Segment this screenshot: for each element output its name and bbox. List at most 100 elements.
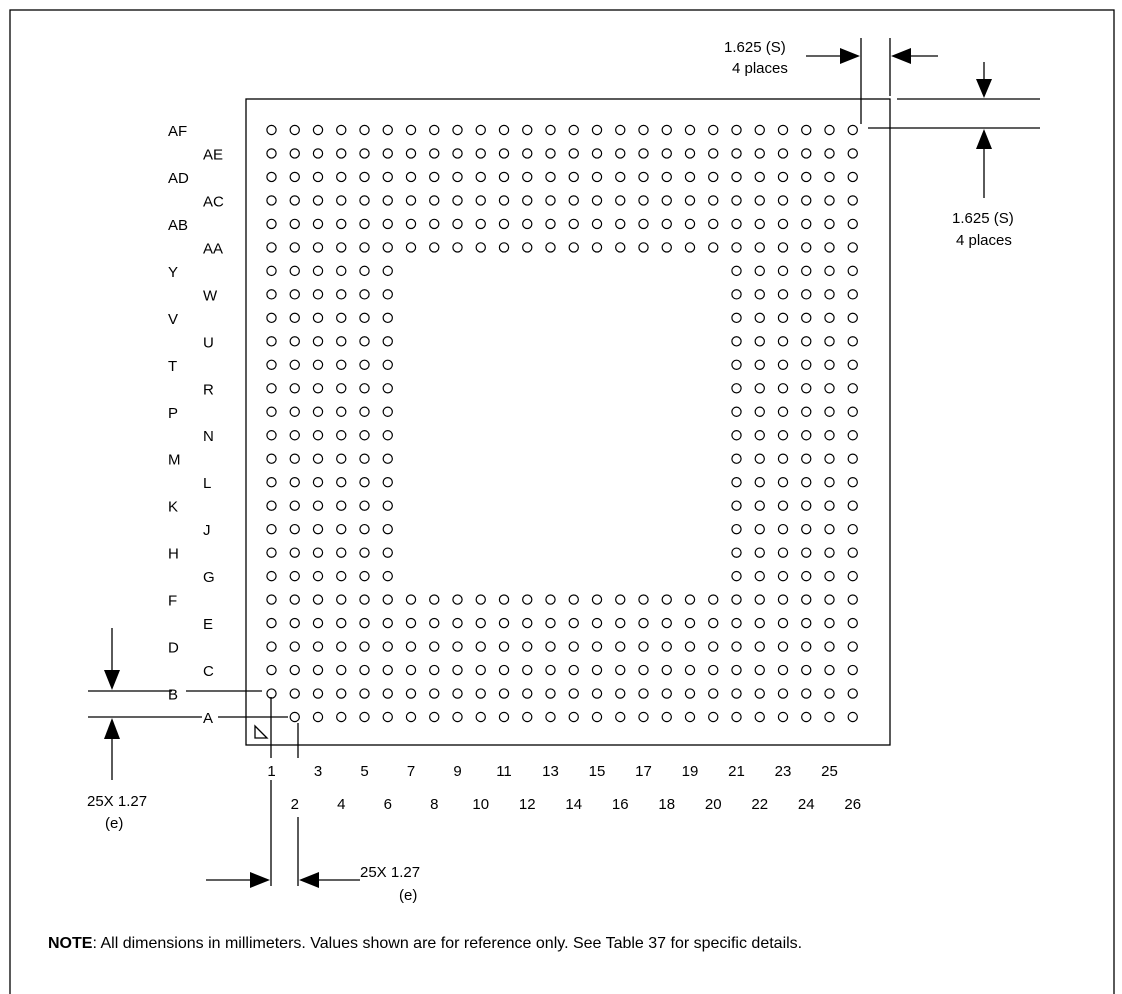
row-label-Y: Y — [168, 264, 178, 281]
ball-L2 — [289, 477, 300, 488]
ball-AA2 — [289, 242, 300, 253]
ball-AC19 — [684, 195, 696, 206]
column-label-14: 14 — [565, 796, 582, 813]
ball-A15 — [591, 711, 603, 723]
ball-W21 — [731, 289, 742, 300]
ball-AE3 — [312, 148, 324, 159]
row-label-D: D — [168, 640, 179, 657]
ball-E6 — [382, 617, 393, 629]
ball-L6 — [382, 477, 393, 488]
ball-T6 — [382, 359, 393, 370]
ball-AC1 — [266, 195, 277, 206]
ball-AB13 — [545, 218, 556, 230]
ball-Y5 — [359, 265, 370, 277]
ball-AD14 — [568, 171, 579, 183]
ball-AE22 — [754, 148, 765, 159]
ball-A25 — [824, 711, 835, 723]
ball-AC12 — [522, 195, 533, 206]
ball-AB10 — [475, 218, 486, 230]
ball-AA9 — [452, 242, 463, 253]
ball-L22 — [754, 477, 765, 488]
ball-AB20 — [708, 218, 719, 230]
ball-R5 — [359, 383, 370, 394]
ball-L5 — [359, 477, 370, 488]
column-label-20: 20 — [705, 796, 722, 813]
ball-AD25 — [824, 171, 835, 183]
ball-J3 — [312, 523, 324, 535]
ball-L1 — [266, 477, 277, 488]
column-label-4: 4 — [337, 796, 345, 813]
row-label-G: G — [203, 569, 215, 586]
ball-AE4 — [336, 148, 347, 159]
ball-V21 — [731, 312, 742, 324]
ball-AF6 — [382, 124, 393, 136]
ball-K6 — [382, 500, 393, 511]
ball-H25 — [824, 547, 835, 558]
ball-AD4 — [336, 171, 347, 183]
ball-A5 — [359, 711, 370, 723]
corner-dimension-top: 1.625 (S) 4 places — [724, 38, 938, 124]
ball-C11 — [498, 664, 510, 676]
drawing-frame — [9, 9, 1115, 994]
ball-B18 — [661, 688, 672, 699]
ball-AC23 — [777, 195, 789, 206]
row-label-AA: AA — [203, 240, 223, 257]
ball-AC15 — [591, 195, 603, 206]
ball-AF5 — [359, 124, 370, 136]
ball-E5 — [359, 617, 370, 629]
ball-M1 — [266, 453, 277, 464]
column-label-3: 3 — [314, 763, 322, 780]
ball-A7 — [405, 711, 417, 723]
ball-V26 — [847, 312, 858, 324]
ball-AC8 — [429, 195, 440, 206]
ball-AB8 — [429, 218, 440, 230]
ball-AB23 — [777, 218, 789, 230]
ball-D11 — [498, 641, 510, 652]
ball-R26 — [847, 383, 858, 394]
column-label-5: 5 — [360, 763, 368, 780]
ball-AC5 — [359, 195, 370, 206]
ball-B23 — [777, 688, 789, 699]
ball-AA14 — [568, 242, 579, 253]
ball-Y1 — [266, 265, 277, 277]
corner-dim-right-value: 1.625 (S) — [952, 210, 1014, 227]
ball-H1 — [266, 547, 277, 558]
ball-AC3 — [312, 195, 324, 206]
ball-AC14 — [568, 195, 579, 206]
ball-AA25 — [824, 242, 835, 253]
ball-T2 — [289, 359, 300, 370]
ball-B11 — [498, 688, 510, 699]
ball-AE6 — [382, 148, 393, 159]
ball-M25 — [824, 453, 835, 464]
ball-U3 — [312, 336, 324, 347]
ball-E11 — [498, 617, 510, 629]
ball-K5 — [359, 500, 370, 511]
ball-J25 — [824, 523, 835, 535]
ball-M23 — [777, 453, 789, 464]
ball-N2 — [289, 430, 300, 441]
ball-N23 — [777, 430, 789, 441]
ball-F23 — [777, 594, 789, 605]
pitch-vertical-symbol: (e) — [105, 815, 123, 832]
ball-T4 — [336, 359, 347, 370]
arrow-up-icon — [104, 718, 120, 739]
ball-P6 — [382, 406, 393, 417]
ball-T21 — [731, 359, 742, 370]
ball-A2 — [289, 711, 300, 723]
ball-AF26 — [847, 124, 858, 136]
ball-H24 — [801, 547, 812, 558]
ball-A6 — [382, 711, 393, 723]
ball-AF12 — [522, 124, 533, 136]
ball-U6 — [382, 336, 393, 347]
ball-D21 — [731, 641, 742, 652]
ball-M2 — [289, 453, 300, 464]
ball-AA18 — [661, 242, 672, 253]
ball-AE9 — [452, 148, 463, 159]
pitch-horizontal-value: 25X 1.27 — [360, 864, 420, 881]
row-label-P: P — [168, 405, 178, 422]
ball-F25 — [824, 594, 835, 605]
ball-AF16 — [615, 124, 626, 136]
ball-W5 — [359, 289, 370, 300]
ball-E19 — [684, 617, 696, 629]
ball-AF7 — [405, 124, 417, 136]
